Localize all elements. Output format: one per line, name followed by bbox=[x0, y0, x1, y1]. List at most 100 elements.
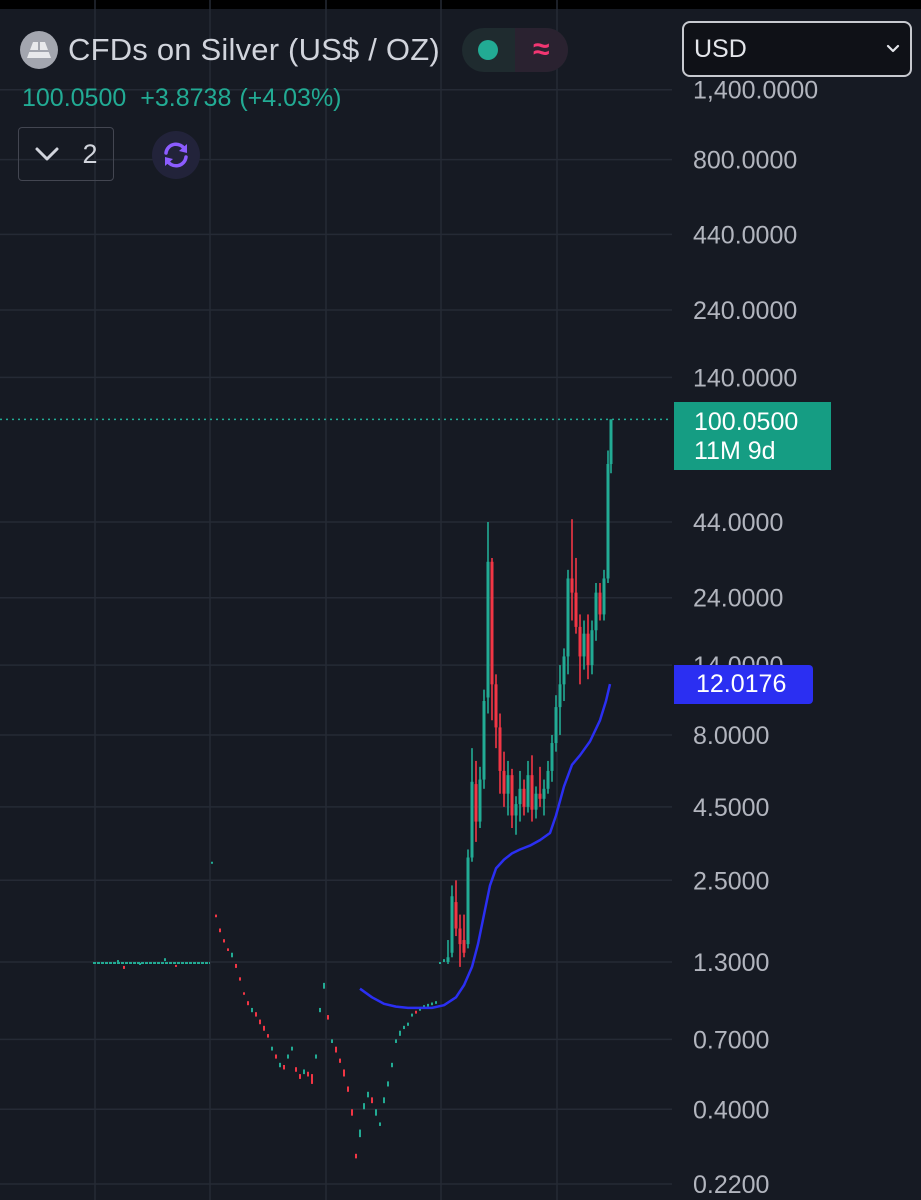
tick-mark bbox=[287, 1054, 289, 1059]
quote-line: 100.0500 +3.8738 (+4.03%) bbox=[22, 84, 342, 113]
y-tick-label: 24.0000 bbox=[693, 585, 783, 613]
y-tick-label: 0.2200 bbox=[693, 1171, 769, 1199]
tick-mark bbox=[415, 1010, 417, 1014]
candle-body bbox=[558, 684, 562, 708]
sync-icon bbox=[164, 142, 188, 168]
tick-mark bbox=[255, 1012, 257, 1017]
tick-mark bbox=[117, 960, 119, 963]
tick-mark bbox=[375, 1109, 377, 1116]
candle-body bbox=[570, 578, 574, 593]
candle-body bbox=[594, 592, 598, 631]
last-price-label: 100.0500 11M 9d bbox=[674, 402, 831, 470]
tick-mark bbox=[211, 861, 213, 864]
tick-mark bbox=[243, 992, 245, 995]
candle-body bbox=[582, 633, 586, 657]
candle-body bbox=[609, 419, 613, 464]
tick-mark bbox=[387, 1081, 389, 1087]
candle-body bbox=[598, 592, 602, 615]
candle-body bbox=[562, 656, 566, 685]
tick-mark bbox=[275, 1054, 277, 1059]
tick-mark bbox=[291, 1046, 293, 1051]
candle-body bbox=[554, 707, 558, 744]
chevron-down-icon bbox=[886, 44, 900, 53]
symbol-title[interactable]: CFDs on Silver (US$ / OZ) bbox=[68, 32, 440, 67]
ma-value: 12.0176 bbox=[696, 670, 787, 698]
candle-body bbox=[530, 775, 534, 810]
candle-body bbox=[446, 957, 450, 962]
candle-body bbox=[518, 788, 522, 805]
market-open-dot-icon bbox=[478, 40, 499, 60]
indicators-toggle-button[interactable]: 2 bbox=[18, 127, 114, 181]
candle-body bbox=[542, 788, 546, 799]
tick-mark bbox=[227, 948, 229, 951]
tick-mark bbox=[347, 1086, 349, 1092]
candle-body bbox=[578, 626, 582, 657]
tick-mark bbox=[295, 1067, 297, 1072]
top-border bbox=[0, 0, 921, 9]
tick-mark bbox=[379, 1122, 381, 1126]
tick-mark bbox=[359, 1129, 361, 1138]
tick-mark bbox=[383, 1097, 385, 1104]
tick-mark bbox=[279, 1062, 281, 1068]
tick-mark bbox=[311, 1074, 313, 1084]
tick-mark bbox=[139, 962, 141, 965]
tick-mark bbox=[367, 1091, 369, 1098]
tick-mark bbox=[407, 1022, 409, 1026]
candle-body bbox=[458, 928, 462, 945]
candle-body bbox=[514, 804, 518, 816]
price-change: +3.8738 bbox=[140, 84, 232, 112]
tick-mark bbox=[351, 1109, 353, 1116]
candle-body bbox=[538, 793, 542, 799]
market-status-pill[interactable]: ≈ bbox=[461, 28, 568, 72]
candle-body bbox=[526, 775, 530, 807]
chevron-down-icon bbox=[35, 147, 59, 161]
y-tick-label: 240.0000 bbox=[693, 297, 797, 325]
tick-mark bbox=[323, 982, 325, 989]
candle-body bbox=[502, 770, 506, 794]
currency-select[interactable]: USD bbox=[682, 21, 912, 77]
candle-body bbox=[506, 775, 510, 794]
y-tick-label: 800.0000 bbox=[693, 147, 797, 175]
candle-body bbox=[470, 781, 474, 858]
last-price-label-value: 100.0500 bbox=[694, 408, 799, 436]
tick-mark bbox=[219, 928, 221, 933]
tick-mark bbox=[299, 1074, 301, 1079]
bar-countdown: 11M 9d bbox=[694, 437, 776, 465]
ma-line bbox=[359, 683, 612, 1010]
candle-body bbox=[566, 578, 570, 657]
candle-body bbox=[534, 793, 538, 810]
candle-body bbox=[510, 775, 514, 816]
candle-body bbox=[466, 857, 470, 945]
y-tick-label: 140.0000 bbox=[693, 364, 797, 392]
wave-icon: ≈ bbox=[533, 33, 550, 66]
y-tick-label: 1,400.0000 bbox=[693, 77, 818, 105]
y-tick-label: 2.5000 bbox=[693, 867, 769, 895]
tick-mark bbox=[355, 1153, 357, 1159]
candle-body bbox=[462, 940, 466, 953]
tick-mark bbox=[215, 914, 217, 918]
sync-button[interactable] bbox=[152, 131, 200, 179]
silver-logo-icon bbox=[20, 31, 58, 69]
tick-mark bbox=[164, 958, 166, 962]
tick-mark bbox=[283, 1065, 285, 1070]
y-tick-label: 440.0000 bbox=[693, 221, 797, 249]
tick-mark bbox=[331, 1039, 333, 1043]
price-axis: 1,400.0000 800.0000 440.0000 240.0000 140.00… bbox=[693, 77, 818, 1199]
tick-mark bbox=[419, 1007, 421, 1011]
candle-body bbox=[602, 578, 606, 615]
tick-mark bbox=[263, 1025, 265, 1031]
candle-body bbox=[498, 727, 502, 771]
tick-mark bbox=[223, 939, 225, 943]
price-change-pct: (+4.03%) bbox=[239, 84, 342, 112]
y-tick-label: 44.0000 bbox=[693, 509, 783, 537]
tick-mark bbox=[399, 1030, 401, 1036]
y-tick-label: 4.5000 bbox=[693, 794, 769, 822]
currency-value: USD bbox=[694, 34, 747, 63]
candle-body bbox=[450, 896, 454, 953]
candle-body bbox=[546, 770, 550, 789]
tick-mark bbox=[403, 1025, 405, 1030]
tick-mark bbox=[327, 1015, 329, 1020]
tick-mark bbox=[339, 1058, 341, 1063]
candle-body bbox=[482, 701, 486, 780]
